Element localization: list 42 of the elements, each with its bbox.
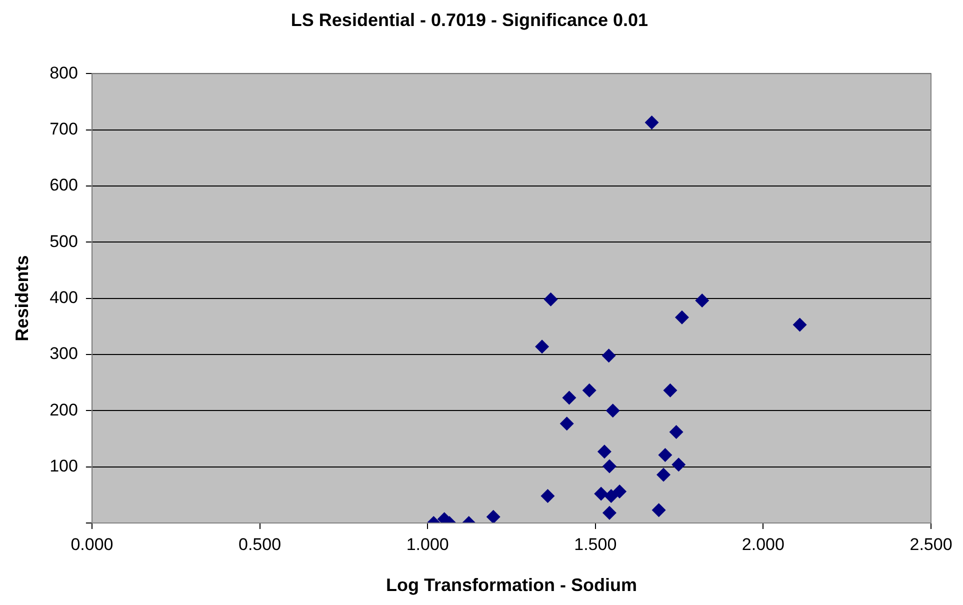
point [594,486,608,501]
point [535,340,550,354]
y-tick-label: 600 [50,176,78,195]
point [669,424,684,439]
y-tick-label: 700 [50,119,78,138]
point [604,489,618,504]
x-tick-label: 2.500 [910,534,952,554]
x-tick-label: 1.500 [574,534,617,554]
x-tick-label: 0.500 [238,534,282,554]
y-axis-title: Residents [12,255,32,342]
point [674,310,689,324]
point [582,383,596,398]
x-axis-title: Log Transformation - Sodium [386,575,637,596]
point [612,484,627,499]
x-tick-label: 0.000 [70,534,114,554]
point [656,468,671,482]
point [486,510,500,523]
point [644,115,659,130]
point [792,318,807,332]
x-tick-label: 2.000 [742,534,784,554]
point [606,404,620,418]
y-tick-label: 800 [50,63,78,82]
point [602,506,616,520]
y-tick-label: 400 [50,288,78,307]
point [672,458,686,472]
point [652,503,666,518]
point [658,448,672,462]
x-tick-label: 1.000 [406,534,449,554]
point [560,416,574,431]
point [602,348,616,363]
y-tick-label: 100 [50,456,78,476]
y-tick-label: 200 [50,400,78,420]
point [540,489,555,504]
point [562,390,576,405]
point [602,459,616,474]
y-tick-label: 300 [50,344,78,364]
point [597,444,612,459]
point [695,294,710,308]
y-tick-label: 500 [50,232,78,251]
chart-title: LS Residential - 0.7019 - Significance 0.01 [290,10,648,30]
point [663,383,678,398]
point [544,292,558,306]
